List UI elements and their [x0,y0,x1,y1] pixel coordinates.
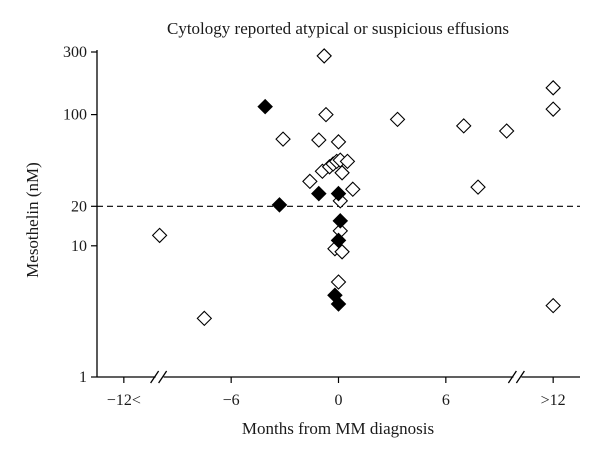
data-point-filled [257,98,273,115]
data-point-filled [271,197,288,213]
data-point-open [339,153,356,170]
data-point-open [389,111,406,128]
data-point-filled [330,296,347,312]
data-point-open [330,134,347,150]
data-point-open [545,101,561,117]
axis-break-slash [150,370,160,384]
y-tick-label: 20 [71,198,87,215]
plot-area [97,48,580,327]
data-point-open [334,244,350,260]
y-tick-label: 1 [79,369,87,386]
data-point-open [334,165,350,181]
y-axis-label: Mesothelin (nM) [23,162,42,278]
x-axis-ticks: −12< −6 0 6 >12 [107,377,566,409]
data-point-open [318,106,334,123]
data-point-filled [311,185,327,202]
axis-break-gap [155,374,164,380]
y-tick-label: 100 [63,107,87,124]
axis-break-gap [513,374,522,380]
x-tick-label: −12< [107,392,141,409]
y-tick-label: 300 [63,44,87,61]
x-tick-label: >12 [541,392,566,409]
data-point-filled [332,213,349,229]
axis-break-slash [507,370,517,384]
x-tick-label: 0 [335,392,343,409]
data-point-open [330,274,347,290]
data-point-open [470,179,486,195]
x-axis-label: Months from MM diagnosis [242,419,434,438]
data-point-open [196,310,213,327]
axis-break-mark [150,370,168,384]
data-point-open [275,131,291,147]
data-point-open [316,48,332,64]
data-point-open [345,181,361,197]
data-point-open [545,297,561,314]
data-point-open [455,118,472,134]
data-point-filled [330,232,347,249]
x-tick-label: −6 [223,392,240,409]
x-axis-breaks [150,370,525,384]
chart-title: Cytology reported atypical or suspicious… [167,19,509,38]
axis-break-mark [507,370,525,384]
y-axis-ticks: 1 10 20 100 300 [63,44,97,386]
data-point-open [545,80,561,96]
data-point-open [151,227,168,244]
x-tick-label: 6 [442,392,450,409]
data-point-filled [330,185,347,202]
data-point-open [302,173,318,190]
data-point-open [311,132,327,148]
data-point-open [498,123,515,139]
axis-break-slash [158,370,168,384]
axis-break-slash [515,370,525,384]
y-tick-label: 10 [71,238,87,255]
